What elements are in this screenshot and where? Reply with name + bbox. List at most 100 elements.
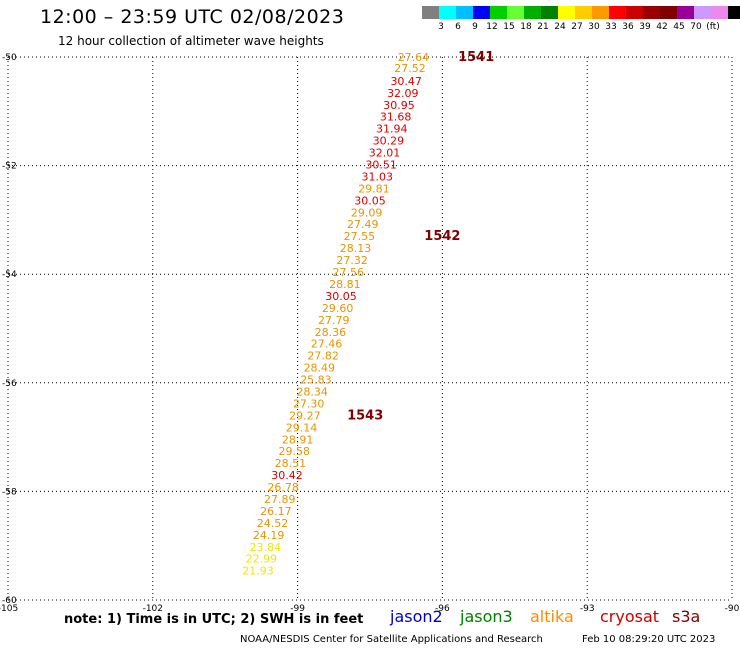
pass-time-label: 1543 bbox=[347, 408, 383, 423]
colorbar-swatch bbox=[456, 6, 473, 19]
wave-height-value: 26.78 bbox=[267, 481, 299, 494]
satellite-legend-jason3: jason3 bbox=[460, 607, 513, 626]
credit-line: NOAA/NESDIS Center for Satellite Applica… bbox=[240, 634, 543, 645]
y-tick-label: -54 bbox=[2, 270, 17, 280]
wave-height-value: 27.79 bbox=[318, 314, 350, 327]
wave-height-value: 29.81 bbox=[358, 182, 390, 195]
wave-height-value: 27.32 bbox=[336, 254, 368, 267]
wave-height-value: 25.83 bbox=[300, 374, 332, 387]
wave-height-value: 32.01 bbox=[369, 147, 401, 160]
colorbar-label: 21 bbox=[537, 22, 549, 32]
wave-height-value: 29.09 bbox=[351, 206, 383, 219]
x-tick-label: -96 bbox=[435, 604, 450, 614]
colorbar-swatch bbox=[507, 6, 524, 19]
colorbar-swatch bbox=[592, 6, 609, 19]
colorbar-swatch bbox=[643, 6, 660, 19]
wave-height-value: 27.52 bbox=[394, 62, 426, 75]
wave-height-value: 32.09 bbox=[387, 87, 419, 100]
colorbar-swatch bbox=[660, 6, 677, 19]
wave-height-value: 28.91 bbox=[282, 433, 314, 446]
wave-height-value: 27.56 bbox=[333, 266, 365, 279]
satellite-legend-cryosat: cryosat bbox=[600, 607, 660, 626]
wave-height-value: 28.36 bbox=[315, 326, 347, 339]
wave-height-value: 27.82 bbox=[307, 350, 339, 363]
wave-height-value: 27.55 bbox=[344, 230, 376, 243]
wave-height-value: 27.49 bbox=[347, 218, 379, 231]
wave-height-value: 31.03 bbox=[361, 170, 393, 183]
satellite-legend-s3a: s3a bbox=[672, 607, 701, 626]
colorbar-swatch bbox=[575, 6, 592, 19]
wave-height-value: 27.89 bbox=[264, 493, 296, 506]
colorbar-label: 6 bbox=[455, 22, 461, 32]
wave-height-value: 30.42 bbox=[271, 469, 303, 482]
y-tick-label: -58 bbox=[2, 487, 17, 497]
colorbar-swatch bbox=[473, 6, 490, 19]
colorbar-swatch bbox=[626, 6, 643, 19]
generated-timestamp: Feb 10 08:29:20 UTC 2023 bbox=[582, 634, 716, 645]
x-tick-label: -99 bbox=[290, 604, 305, 614]
wave-height-value: 28.51 bbox=[275, 457, 307, 470]
wave-height-value: 21.93 bbox=[242, 565, 274, 578]
colorbar-label: 39 bbox=[639, 22, 651, 32]
colorbar-swatch bbox=[490, 6, 507, 19]
wave-height-value: 28.13 bbox=[340, 242, 372, 255]
wave-height-value: 27.46 bbox=[311, 338, 343, 351]
colorbar-swatch bbox=[558, 6, 575, 19]
x-tick-label: -93 bbox=[580, 604, 595, 614]
wave-height-value: 30.29 bbox=[373, 135, 405, 148]
colorbar-swatch bbox=[677, 6, 694, 19]
wave-height-value: 29.60 bbox=[322, 302, 354, 315]
pass-time-label: 1541 bbox=[458, 50, 494, 65]
colorbar-label: 30 bbox=[588, 22, 600, 32]
satellite-legend-jason2: jason2 bbox=[390, 607, 443, 626]
x-tick-label: -105 bbox=[0, 604, 18, 614]
wave-height-value: 30.05 bbox=[325, 290, 357, 303]
wave-height-value: 27.64 bbox=[398, 51, 430, 64]
colorbar-swatch bbox=[609, 6, 626, 19]
colorbar-label: 45 bbox=[673, 22, 685, 32]
colorbar-swatch bbox=[524, 6, 541, 19]
colorbar-label: 70 bbox=[690, 22, 702, 32]
wave-height-value: 30.51 bbox=[365, 159, 397, 172]
y-tick-label: -50 bbox=[2, 53, 17, 63]
wave-height-value: 31.94 bbox=[376, 123, 408, 136]
wave-height-value: 28.81 bbox=[329, 278, 361, 291]
wave-height-value: 30.95 bbox=[383, 99, 415, 112]
satellite-legend-altika: altika bbox=[530, 607, 574, 626]
wave-height-value: 28.34 bbox=[296, 385, 328, 398]
colorbar-swatch bbox=[422, 6, 439, 19]
wave-height-value: 23.84 bbox=[250, 541, 282, 554]
colorbar-label: 9 bbox=[472, 22, 478, 32]
colorbar-swatch bbox=[728, 6, 740, 19]
x-tick-label: -102 bbox=[143, 604, 163, 614]
colorbar-label: 18 bbox=[520, 22, 532, 32]
y-tick-label: -52 bbox=[2, 162, 17, 172]
colorbar-label: (ft) bbox=[706, 22, 720, 32]
wave-height-value: 28.49 bbox=[304, 362, 336, 375]
units-note: note: 1) Time is in UTC; 2) SWH is in fe… bbox=[64, 612, 364, 627]
wave-height-value: 27.30 bbox=[293, 397, 325, 410]
colorbar-label: 24 bbox=[554, 22, 566, 32]
colorbar-swatch bbox=[541, 6, 558, 19]
colorbar-label: 33 bbox=[605, 22, 617, 32]
pass-time-label: 1542 bbox=[424, 229, 460, 244]
wave-height-value: 22.99 bbox=[246, 553, 278, 566]
colorbar-label: 27 bbox=[571, 22, 583, 32]
y-tick-label: -60 bbox=[2, 596, 17, 606]
wave-height-value: 29.27 bbox=[289, 409, 321, 422]
colorbar-swatch bbox=[711, 6, 728, 19]
wave-height-value: 30.47 bbox=[390, 75, 422, 88]
colorbar-label: 15 bbox=[503, 22, 515, 32]
colorbar-label: 3 bbox=[438, 22, 444, 32]
wave-height-value: 29.58 bbox=[278, 445, 310, 458]
wave-height-value: 29.14 bbox=[286, 421, 318, 434]
colorbar-label: 42 bbox=[656, 22, 668, 32]
wave-height-value: 26.17 bbox=[260, 505, 292, 518]
colorbar-swatch bbox=[439, 6, 456, 19]
chart-title: 12:00 – 23:59 UTC 02/08/2023 bbox=[40, 6, 345, 28]
colorbar-label: 12 bbox=[486, 22, 498, 32]
chart-subtitle: 12 hour collection of altimeter wave hei… bbox=[58, 34, 324, 48]
y-tick-label: -56 bbox=[2, 379, 17, 389]
colorbar-label: 36 bbox=[622, 22, 634, 32]
